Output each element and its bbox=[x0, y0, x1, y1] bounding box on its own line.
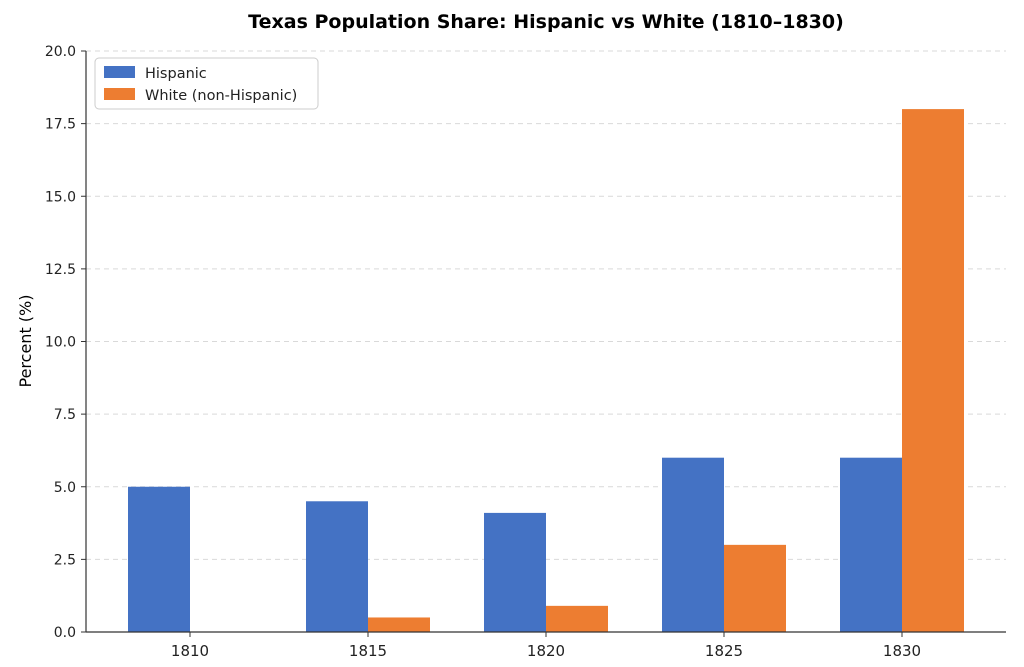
legend-swatch bbox=[104, 88, 135, 100]
chart-title: Texas Population Share: Hispanic vs Whit… bbox=[248, 11, 844, 33]
bar-white-non-hispanic-1815 bbox=[368, 617, 430, 632]
bar-white-non-hispanic-1830 bbox=[902, 109, 964, 633]
bar-hispanic-1830 bbox=[840, 457, 902, 632]
y-tick-label: 12.5 bbox=[45, 262, 76, 278]
bar-hispanic-1815 bbox=[306, 501, 368, 632]
y-tick-label: 17.5 bbox=[45, 117, 76, 133]
y-tick-label: 7.5 bbox=[54, 407, 76, 423]
legend-label: White (non-Hispanic) bbox=[145, 88, 297, 104]
legend-swatch bbox=[104, 66, 135, 78]
bars bbox=[128, 109, 964, 633]
gridlines bbox=[86, 50, 1006, 560]
x-tick-label: 1825 bbox=[705, 642, 743, 660]
legend: Hispanic White (non-Hispanic) bbox=[94, 57, 319, 110]
y-tick-label: 5.0 bbox=[54, 480, 76, 496]
y-axis-label: Percent (%) bbox=[16, 295, 35, 388]
bar-white-non-hispanic-1825 bbox=[724, 544, 786, 632]
y-tick-label: 0.0 bbox=[54, 625, 76, 641]
bar-hispanic-1820 bbox=[484, 512, 546, 632]
bar-white-non-hispanic-1820 bbox=[546, 605, 608, 632]
x-tick-label: 1830 bbox=[883, 642, 921, 660]
x-tick-label: 1815 bbox=[349, 642, 387, 660]
legend-box bbox=[94, 57, 319, 110]
y-tick-label: 20.0 bbox=[45, 44, 76, 60]
bar-hispanic-1825 bbox=[662, 457, 724, 632]
y-tick-label: 2.5 bbox=[54, 552, 76, 568]
y-tick-label: 10.0 bbox=[45, 335, 76, 351]
y-tick-label: 15.0 bbox=[45, 189, 76, 205]
x-tick-label: 1820 bbox=[527, 642, 565, 660]
axes: 0.0 2.5 5.0 7.5 10.0 12.5 15.0 17.5 20.0 1810 1815… bbox=[45, 44, 1006, 660]
x-tick-label: 1810 bbox=[171, 642, 209, 660]
bar-hispanic-1810 bbox=[128, 486, 190, 632]
legend-label: Hispanic bbox=[145, 66, 207, 82]
